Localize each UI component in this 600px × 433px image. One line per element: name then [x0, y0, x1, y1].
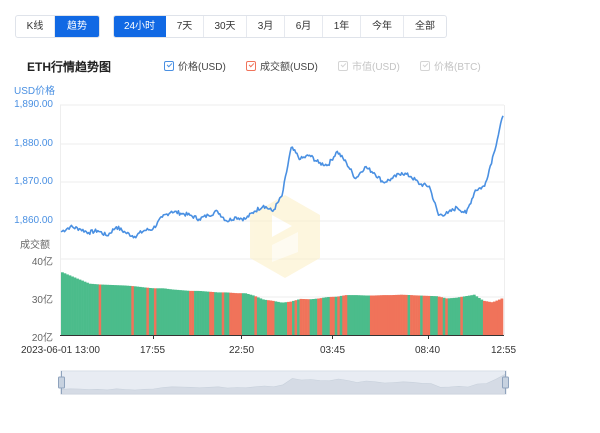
price-tick: 1,860.00	[14, 215, 53, 226]
x-tick: 2023-06-01 13:00	[21, 345, 100, 356]
x-tick: 08:40	[415, 345, 441, 356]
range-1y-button[interactable]: 1年	[323, 16, 361, 37]
slider-handle-left-icon	[58, 371, 65, 394]
checkbox-unchecked-icon	[420, 60, 430, 71]
view-kline-button[interactable]: K线	[16, 16, 55, 37]
volume-tick: 40亿	[31, 257, 53, 268]
legend-price-usd[interactable]: 价格(USD)	[164, 58, 226, 73]
legend-volume-usd[interactable]: 成交额(USD)	[246, 58, 318, 73]
legend-label: 价格(USD)	[178, 62, 226, 73]
price-axis-label: USD价格	[14, 86, 56, 97]
checkbox-checked-icon	[164, 60, 174, 71]
view-toggle-group: K线 趋势	[15, 15, 100, 38]
range-7d-button[interactable]: 7天	[166, 16, 204, 37]
price-line	[60, 115, 504, 239]
legend-label: 成交额(USD)	[260, 62, 318, 73]
slider-handle-right-icon	[502, 371, 509, 394]
range-3m-button[interactable]: 3月	[247, 16, 285, 37]
volume-axis-label: 成交额	[20, 240, 50, 251]
range-30d-button[interactable]: 30天	[204, 16, 247, 37]
volume-bars	[61, 272, 504, 335]
price-tick: 1,870.00	[14, 176, 53, 187]
price-tick: 1,880.00	[14, 138, 53, 149]
legend-label: 市值(USD)	[352, 62, 400, 73]
checkbox-checked-icon	[246, 60, 256, 71]
legend-marketcap-usd[interactable]: 市值(USD)	[338, 58, 400, 73]
legend-label: 价格(BTC)	[434, 62, 481, 73]
x-tick: 22:50	[229, 345, 255, 356]
x-tick: 17:55	[140, 345, 166, 356]
volume-tick: 30亿	[31, 295, 53, 306]
range-24h-button[interactable]: 24小时	[114, 16, 166, 37]
range-ytd-button[interactable]: 今年	[361, 16, 404, 37]
x-tick: 12:55	[491, 345, 517, 356]
data-zoom-slider	[58, 370, 509, 395]
price-tick: 1,890.00	[14, 99, 53, 110]
checkbox-unchecked-icon	[338, 60, 348, 71]
range-button-group: 24小时 7天 30天 3月 6月 1年 今年 全部	[113, 15, 447, 38]
watermark-logo-icon	[250, 195, 320, 278]
x-tick: 03:45	[320, 345, 346, 356]
view-trend-button[interactable]: 趋势	[55, 16, 99, 37]
chart-title: ETH行情趋势图	[27, 60, 112, 74]
legend-price-btc[interactable]: 价格(BTC)	[420, 58, 481, 73]
volume-tick: 20亿	[31, 333, 53, 344]
range-all-button[interactable]: 全部	[415, 21, 435, 32]
range-6m-button[interactable]: 6月	[285, 16, 323, 37]
